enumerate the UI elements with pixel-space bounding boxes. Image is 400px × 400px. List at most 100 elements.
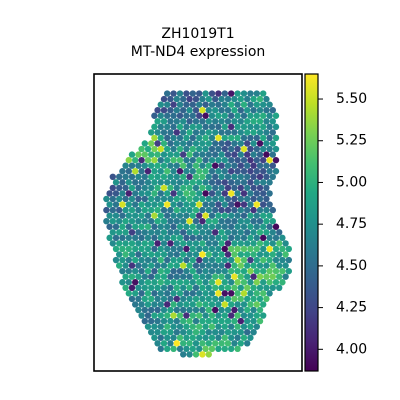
spot bbox=[141, 184, 148, 192]
spot bbox=[215, 156, 222, 164]
spot bbox=[221, 156, 228, 164]
spot bbox=[164, 245, 171, 253]
spot bbox=[215, 234, 222, 242]
spot bbox=[256, 317, 264, 325]
spot bbox=[160, 218, 168, 225]
spot bbox=[279, 245, 286, 253]
spot bbox=[180, 317, 187, 325]
spot bbox=[189, 245, 196, 253]
spot bbox=[253, 145, 260, 153]
spot bbox=[247, 112, 254, 119]
spot bbox=[244, 262, 251, 269]
spot bbox=[157, 323, 164, 330]
spot bbox=[221, 168, 228, 175]
spot bbox=[253, 323, 260, 330]
spot bbox=[224, 262, 232, 269]
spot bbox=[237, 118, 244, 125]
spot bbox=[199, 273, 206, 280]
spot bbox=[205, 340, 212, 347]
spot bbox=[205, 284, 212, 291]
spot bbox=[263, 184, 270, 192]
spot bbox=[250, 240, 257, 247]
colorbar: 4.00 4.25 4.50 4.75 5.00 5.25 5.50 bbox=[304, 73, 367, 372]
spot bbox=[196, 334, 203, 341]
spot bbox=[260, 112, 267, 119]
spot bbox=[237, 295, 244, 303]
spot bbox=[253, 179, 260, 186]
spot bbox=[148, 240, 155, 247]
spot bbox=[276, 240, 283, 247]
spot bbox=[170, 345, 177, 353]
spot bbox=[167, 218, 174, 225]
spot bbox=[263, 151, 270, 158]
spot bbox=[224, 317, 232, 325]
spot bbox=[138, 301, 145, 308]
spot bbox=[279, 279, 286, 286]
spot bbox=[164, 179, 171, 186]
spot bbox=[160, 251, 168, 258]
spot bbox=[199, 218, 206, 225]
spot bbox=[215, 212, 222, 219]
spot bbox=[266, 234, 273, 242]
spot bbox=[186, 140, 193, 147]
spot bbox=[202, 290, 209, 297]
spot bbox=[192, 173, 200, 180]
spot bbox=[244, 273, 251, 280]
spot bbox=[240, 101, 248, 108]
spot bbox=[250, 107, 257, 114]
spot bbox=[224, 273, 232, 280]
spot bbox=[170, 234, 177, 242]
spot bbox=[183, 90, 190, 97]
spot bbox=[151, 245, 158, 253]
spot bbox=[186, 173, 193, 180]
spot bbox=[119, 223, 126, 230]
spot bbox=[135, 195, 142, 203]
spot bbox=[218, 195, 225, 203]
spot bbox=[215, 290, 222, 297]
spot bbox=[205, 251, 212, 258]
spot bbox=[224, 173, 232, 180]
spot bbox=[244, 240, 251, 247]
spot bbox=[253, 90, 260, 97]
spot bbox=[183, 256, 190, 264]
spot bbox=[144, 234, 152, 242]
spot bbox=[212, 317, 219, 325]
spot bbox=[154, 251, 161, 258]
spot bbox=[128, 229, 136, 236]
spot bbox=[247, 223, 254, 230]
spot bbox=[282, 240, 289, 247]
spot bbox=[253, 201, 260, 208]
spot bbox=[160, 317, 168, 325]
spot bbox=[160, 206, 168, 214]
spot bbox=[224, 329, 232, 336]
spot bbox=[186, 340, 193, 347]
spot bbox=[186, 251, 193, 258]
spot bbox=[154, 118, 161, 125]
spot bbox=[272, 279, 280, 286]
spot bbox=[234, 190, 241, 197]
spot bbox=[128, 273, 136, 280]
spot bbox=[189, 312, 196, 319]
spot bbox=[157, 301, 164, 308]
spot bbox=[160, 184, 168, 192]
spot bbox=[151, 123, 158, 131]
spot bbox=[260, 123, 267, 131]
spot bbox=[272, 156, 280, 164]
spot bbox=[202, 223, 209, 230]
spot bbox=[125, 156, 132, 164]
spot bbox=[141, 206, 148, 214]
spot bbox=[132, 256, 139, 264]
spot bbox=[170, 245, 177, 253]
spot bbox=[282, 273, 289, 280]
spot bbox=[199, 206, 206, 214]
spot bbox=[237, 151, 244, 158]
spot bbox=[269, 173, 276, 180]
spot bbox=[260, 267, 267, 275]
spot bbox=[215, 201, 222, 208]
spot bbox=[231, 262, 238, 269]
spot bbox=[208, 323, 216, 330]
spot bbox=[215, 312, 222, 319]
spot bbox=[285, 267, 292, 275]
spot bbox=[250, 151, 257, 158]
spot bbox=[128, 218, 136, 225]
